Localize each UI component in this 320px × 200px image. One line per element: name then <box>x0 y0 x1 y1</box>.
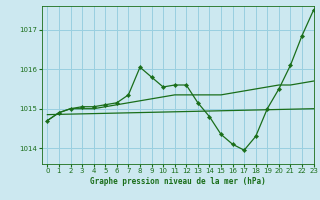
X-axis label: Graphe pression niveau de la mer (hPa): Graphe pression niveau de la mer (hPa) <box>90 177 266 186</box>
